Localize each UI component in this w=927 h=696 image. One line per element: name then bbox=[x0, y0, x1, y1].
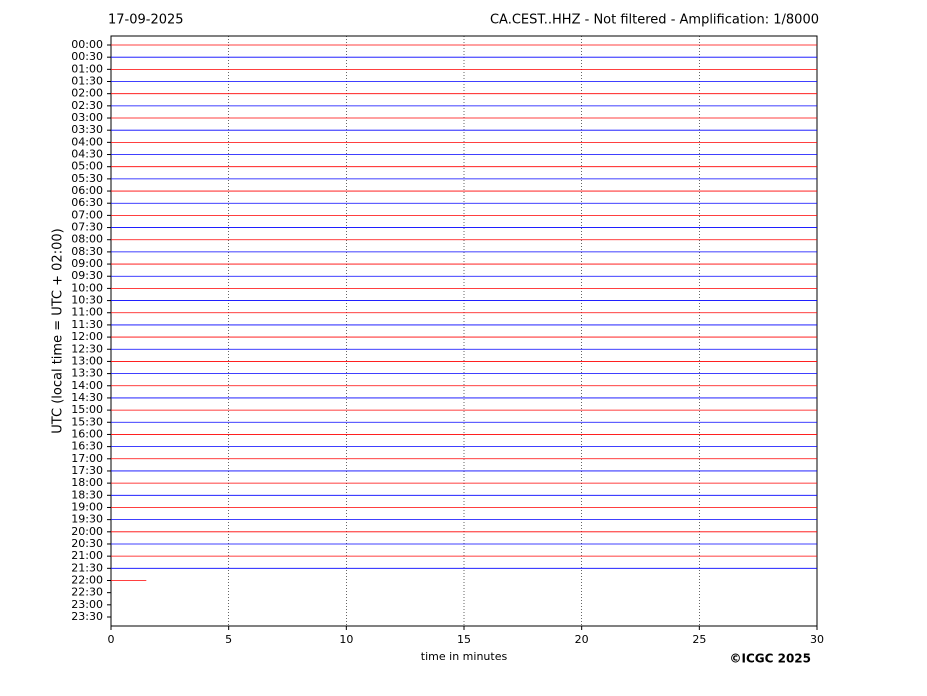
y-tick-label: 18:00 bbox=[71, 476, 103, 489]
y-tick-label: 21:30 bbox=[71, 561, 103, 574]
y-tick-label: 01:30 bbox=[71, 75, 103, 88]
x-tick-label: 10 bbox=[339, 633, 353, 646]
y-tick-label: 10:00 bbox=[71, 281, 103, 294]
y-tick-label: 17:00 bbox=[71, 452, 103, 465]
y-tick-label: 00:00 bbox=[71, 38, 103, 51]
y-tick-label: 08:00 bbox=[71, 233, 103, 246]
y-tick-label: 23:30 bbox=[71, 610, 103, 623]
y-tick-label: 18:30 bbox=[71, 488, 103, 501]
y-tick-label: 04:00 bbox=[71, 135, 103, 148]
credit: ©ICGC 2025 bbox=[729, 652, 811, 666]
y-tick-label: 15:00 bbox=[71, 403, 103, 416]
y-tick-label: 03:30 bbox=[71, 123, 103, 136]
y-tick-label: 06:30 bbox=[71, 196, 103, 209]
y-tick-label: 11:00 bbox=[71, 306, 103, 319]
y-tick-label: 11:30 bbox=[71, 318, 103, 331]
chart-title: CA.CEST..HHZ - Not filtered - Amplificat… bbox=[490, 13, 819, 28]
y-tick-label: 07:00 bbox=[71, 208, 103, 221]
y-tick-label: 03:00 bbox=[71, 111, 103, 124]
y-tick-label: 10:30 bbox=[71, 294, 103, 307]
y-tick-label: 21:00 bbox=[71, 549, 103, 562]
y-tick-label: 16:00 bbox=[71, 427, 103, 440]
y-tick-label: 16:30 bbox=[71, 440, 103, 453]
x-tick-label: 5 bbox=[225, 633, 232, 646]
y-tick-label: 13:00 bbox=[71, 354, 103, 367]
y-tick-label: 09:30 bbox=[71, 269, 103, 282]
y-tick-label: 00:30 bbox=[71, 50, 103, 63]
y-tick-label: 19:30 bbox=[71, 513, 103, 526]
x-axis-label: time in minutes bbox=[421, 650, 508, 663]
y-tick-label: 14:30 bbox=[71, 391, 103, 404]
y-tick-label: 07:30 bbox=[71, 221, 103, 234]
y-tick-label: 19:00 bbox=[71, 500, 103, 513]
y-tick-label: 15:30 bbox=[71, 415, 103, 428]
y-tick-label: 09:00 bbox=[71, 257, 103, 270]
y-tick-label: 02:30 bbox=[71, 99, 103, 112]
y-tick-label: 14:00 bbox=[71, 379, 103, 392]
x-tick-label: 0 bbox=[108, 633, 115, 646]
y-tick-label: 22:30 bbox=[71, 586, 103, 599]
y-tick-label: 05:30 bbox=[71, 172, 103, 185]
y-tick-label: 12:30 bbox=[71, 342, 103, 355]
date-title: 17-09-2025 bbox=[108, 13, 184, 28]
x-tick-label: 20 bbox=[575, 633, 589, 646]
y-tick-label: 20:30 bbox=[71, 537, 103, 550]
y-tick-label: 20:00 bbox=[71, 525, 103, 538]
y-tick-label: 23:00 bbox=[71, 598, 103, 611]
y-axis-label: UTC (local time = UTC + 02:00) bbox=[51, 228, 66, 433]
y-tick-label: 22:00 bbox=[71, 573, 103, 586]
y-tick-label: 04:30 bbox=[71, 148, 103, 161]
y-tick-label: 12:00 bbox=[71, 330, 103, 343]
y-tick-label: 08:30 bbox=[71, 245, 103, 258]
y-tick-label: 13:30 bbox=[71, 367, 103, 380]
y-tick-label: 06:00 bbox=[71, 184, 103, 197]
y-tick-label: 02:00 bbox=[71, 87, 103, 100]
x-tick-label: 15 bbox=[457, 633, 471, 646]
y-tick-label: 01:00 bbox=[71, 62, 103, 75]
x-tick-label: 25 bbox=[692, 633, 706, 646]
x-tick-label: 30 bbox=[810, 633, 824, 646]
y-tick-label: 17:30 bbox=[71, 464, 103, 477]
y-tick-label: 05:00 bbox=[71, 160, 103, 173]
